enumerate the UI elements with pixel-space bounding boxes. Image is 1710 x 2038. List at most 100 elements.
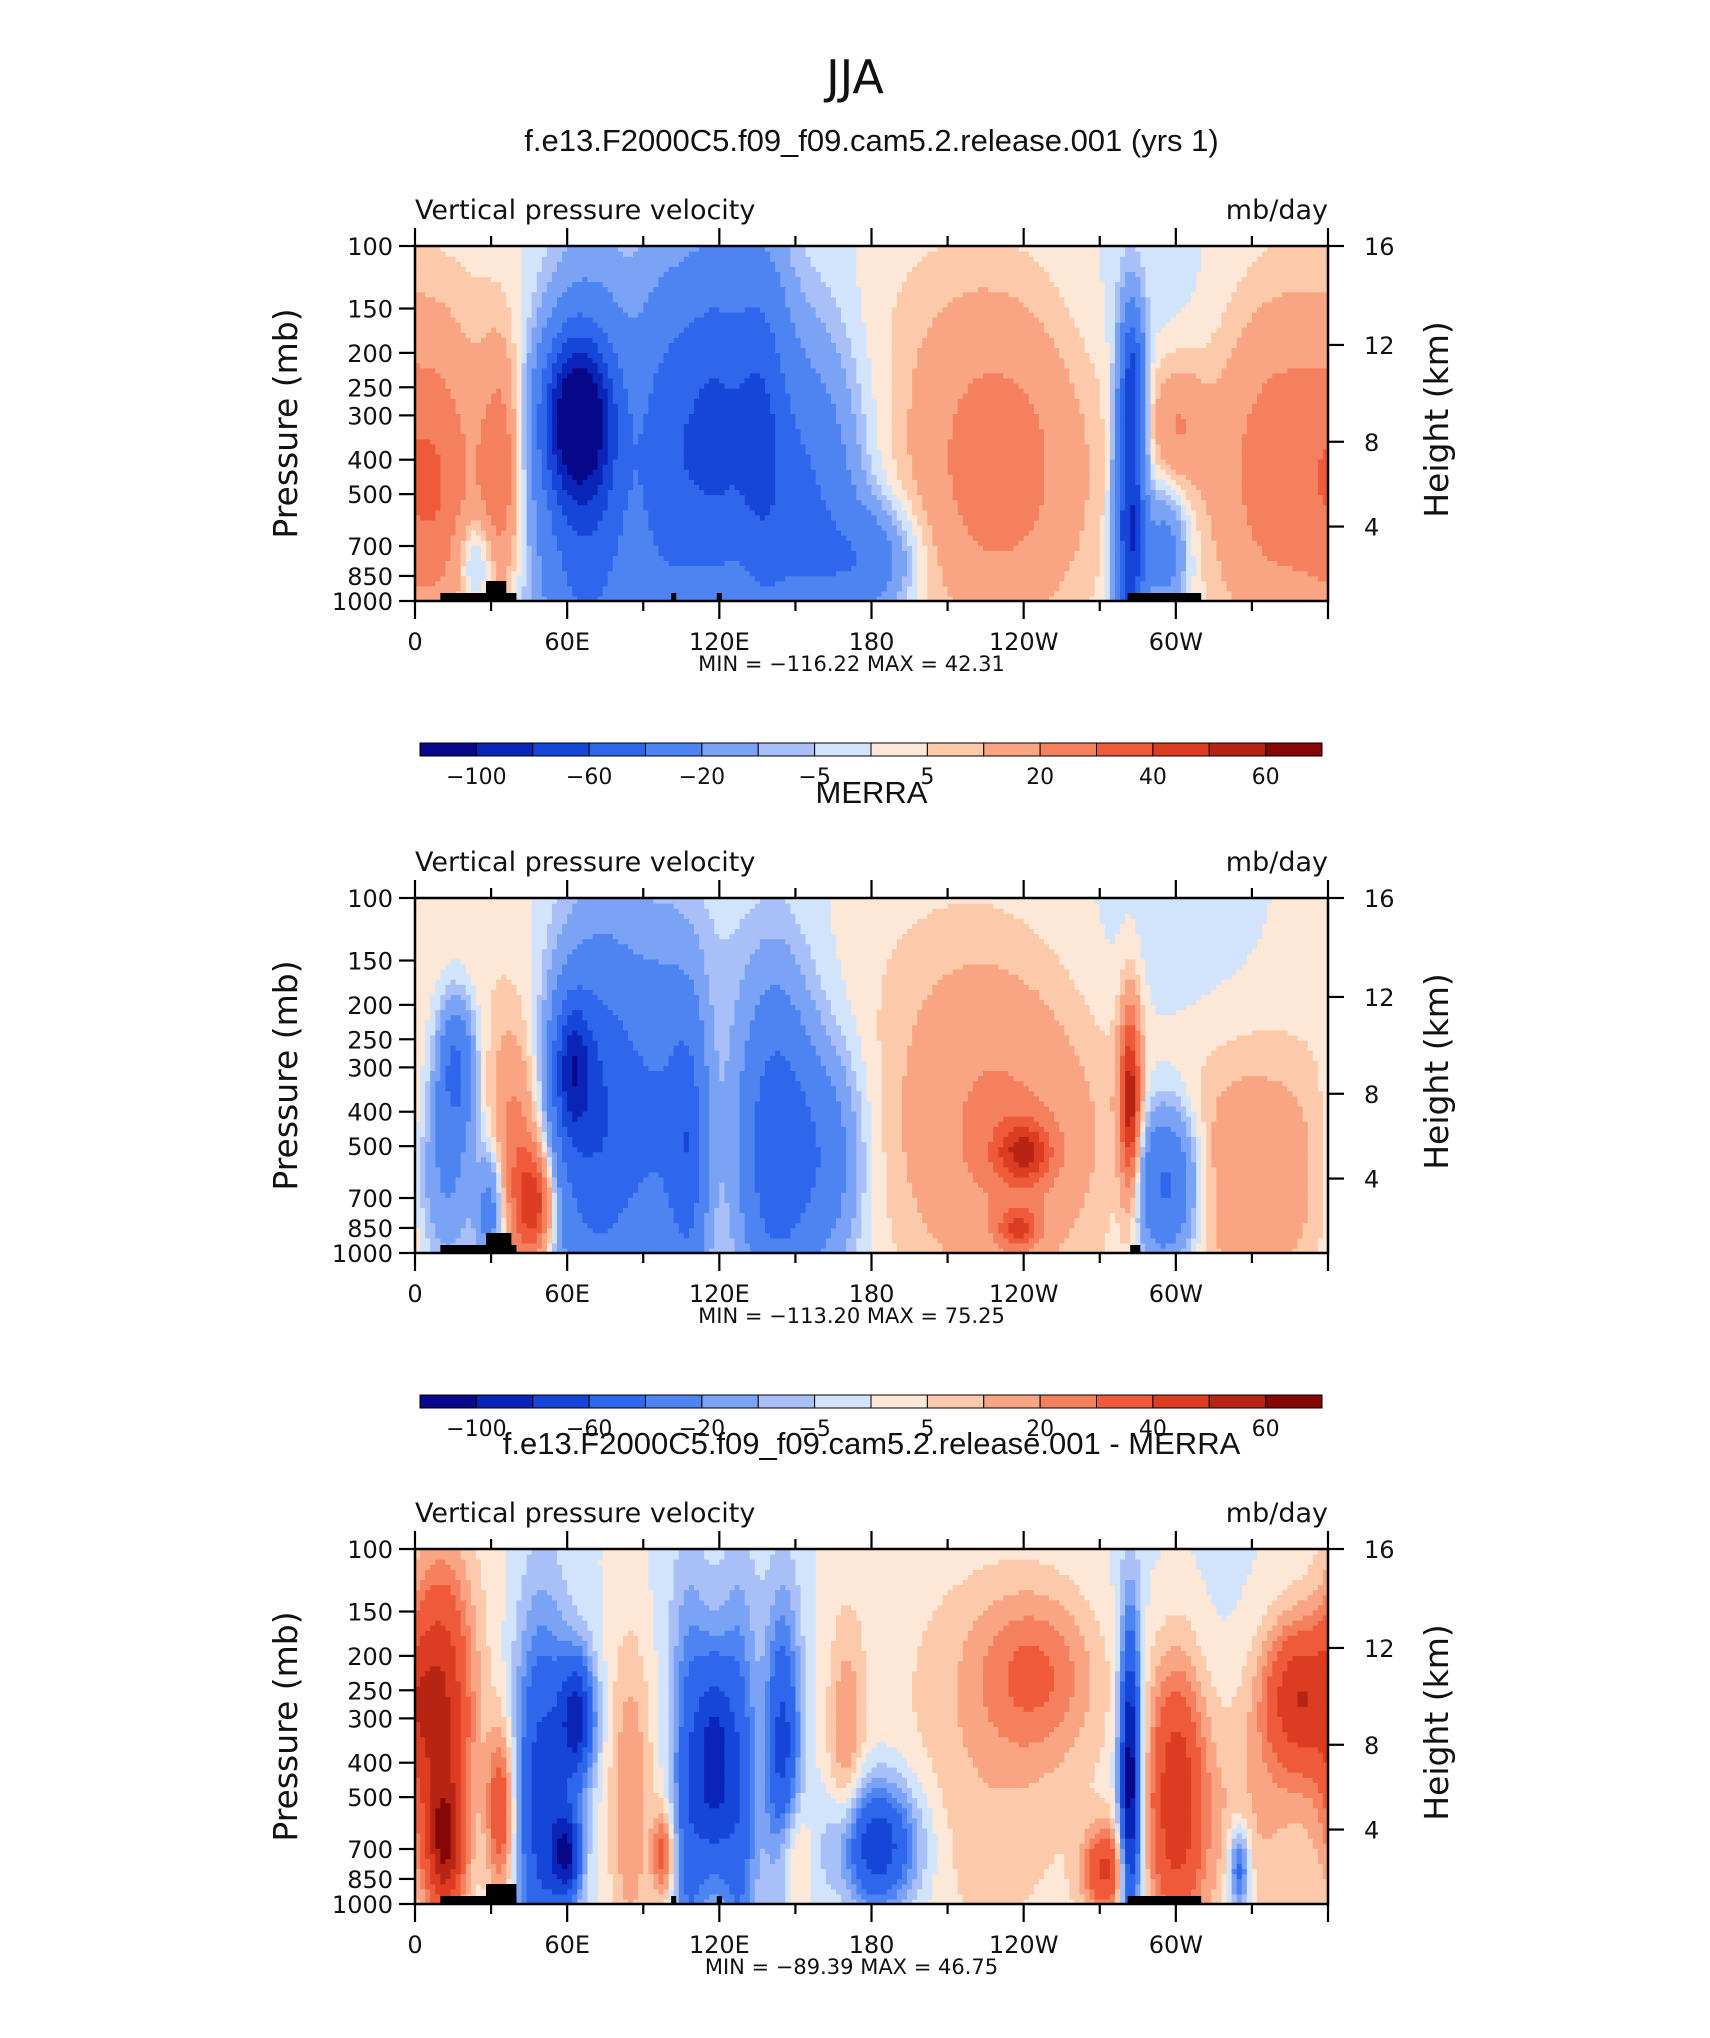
contour-cell: [475, 459, 512, 465]
contour-cell: [516, 1197, 523, 1203]
contour-cell: [486, 499, 512, 506]
contour-cell: [516, 519, 523, 526]
contour-cell: [699, 1126, 710, 1132]
contour-cell: [546, 1247, 553, 1254]
contour-cell: [1013, 1151, 1035, 1158]
contour-cell: [734, 1237, 746, 1244]
contour-cell: [876, 514, 893, 521]
contour-cell: [658, 1171, 700, 1178]
contour-cell: [947, 469, 1045, 475]
contour-cell: [1003, 1217, 1015, 1224]
contour-cell: [1064, 1151, 1096, 1158]
contour-cell: [415, 388, 452, 394]
contour-cell: [506, 575, 512, 582]
contour-cell: [470, 1024, 477, 1031]
contour-cell: [516, 1207, 523, 1214]
contour-cell: [759, 1202, 807, 1208]
contour-cell: [1140, 342, 1146, 349]
contour-cell: [729, 1202, 741, 1208]
contour-cell: [1049, 1136, 1065, 1143]
contour-cell: [1135, 514, 1141, 521]
contour-cell: [592, 337, 609, 343]
contour-cell: [430, 1014, 436, 1021]
contour-cell: [501, 393, 512, 399]
contour-cell: [1114, 489, 1121, 496]
contour-cell: [486, 570, 492, 577]
contour-cell: [734, 1019, 751, 1026]
contour-cell: [506, 1222, 512, 1229]
contour-cell: [866, 1171, 873, 1178]
contour-cell: [521, 423, 528, 430]
contour-cell: [962, 393, 1030, 399]
contour-cell: [521, 1207, 543, 1214]
contour-cell: [856, 1171, 868, 1178]
contour-cell: [1297, 1242, 1319, 1249]
contour-cell: [891, 514, 898, 521]
contour-cell: [851, 347, 868, 354]
contour-cell: [1175, 565, 1187, 572]
contour-cell: [922, 530, 933, 536]
contour-cell: [866, 413, 878, 420]
contour-cell: [1196, 1131, 1207, 1137]
contour-cell: [1003, 1161, 1020, 1168]
contour-cell: [1201, 1085, 1228, 1092]
contour-cell: [800, 428, 842, 435]
contour-cell: [526, 580, 533, 587]
contour-cell: [1317, 1242, 1329, 1249]
contour-cell: [815, 306, 842, 313]
contour-cell: [1322, 1105, 1329, 1112]
contour-cell: [1322, 1131, 1329, 1137]
contour-cell: [1079, 545, 1101, 551]
contour-cell: [470, 1111, 477, 1117]
contour-cell: [536, 311, 553, 318]
contour-cell: [460, 1085, 472, 1092]
contour-cell: [1033, 1116, 1055, 1122]
contour-cell: [536, 352, 548, 359]
contour-cell: [531, 1019, 538, 1026]
contour-cell: [521, 306, 533, 313]
contour-cell: [607, 1105, 700, 1112]
contour-cell: [501, 398, 512, 404]
contour-cell: [1028, 1126, 1045, 1132]
contour-cell: [1099, 408, 1111, 414]
contour-cell: [557, 489, 568, 496]
contour-cell: [607, 580, 761, 587]
contour-cell: [1180, 1095, 1192, 1102]
contour-cell: [693, 317, 766, 323]
contour-cell: [876, 413, 893, 420]
contour-cell: [978, 1182, 1010, 1188]
contour-cell: [1114, 535, 1121, 541]
contour-cell: [496, 1151, 502, 1158]
contour-cell: [415, 459, 441, 465]
contour-cell: [1241, 1075, 1268, 1082]
contour-cell: [739, 1207, 761, 1214]
contour-cell: [480, 1217, 497, 1224]
contour-cell: [567, 1247, 705, 1254]
contour-cell: [511, 1232, 523, 1239]
contour-cell: [815, 1050, 837, 1056]
contour-cell: [795, 1222, 837, 1229]
contour-cell: [754, 1141, 817, 1148]
contour-cell: [531, 413, 538, 420]
contour-cell: [699, 1095, 710, 1102]
contour-cell: [851, 1055, 862, 1061]
contour-cell: [1033, 1222, 1045, 1229]
contour-cell: [1114, 286, 1121, 293]
contour-cell: [1322, 1100, 1329, 1107]
contour-cell: [602, 1060, 644, 1066]
contour-cell: [1084, 504, 1106, 511]
contour-cell: [1175, 469, 1243, 475]
contour-cell: [602, 1146, 685, 1153]
contour-cell: [557, 443, 604, 450]
contour-cell: [536, 1131, 543, 1137]
contour-cell: [577, 479, 583, 485]
contour-cell: [1008, 1207, 1030, 1214]
contour-cell: [1140, 322, 1146, 328]
contour-cell: [546, 1034, 558, 1041]
contour-cell: [1125, 276, 1141, 283]
contour-cell: [470, 545, 482, 551]
contour-cell: [541, 1202, 548, 1208]
contour-cell: [496, 1202, 502, 1208]
contour-cell: [546, 1227, 553, 1234]
contour-cell: [551, 1100, 563, 1107]
